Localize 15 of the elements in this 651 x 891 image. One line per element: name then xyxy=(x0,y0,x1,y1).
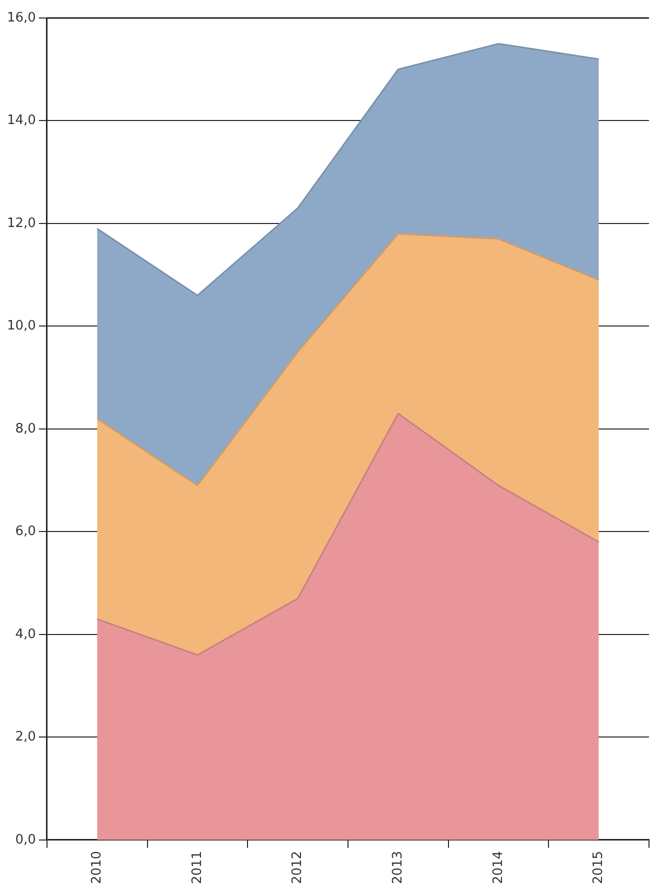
y-tick-label: 16,0 xyxy=(6,10,36,26)
y-tick-label: 4,0 xyxy=(15,626,36,642)
x-tick-label: 2015 xyxy=(591,850,606,884)
x-tick-label: 2013 xyxy=(390,850,406,884)
x-tick-label: 2010 xyxy=(89,850,104,884)
x-tick-label: 2014 xyxy=(490,850,506,884)
y-tick-label: 8,0 xyxy=(15,421,36,436)
x-tick-label: 2011 xyxy=(190,850,205,884)
x-tick-label: 2012 xyxy=(290,850,306,884)
y-tick-label: 12,0 xyxy=(6,216,36,231)
y-tick-label: 14,0 xyxy=(6,113,36,128)
y-tick-label: 10,0 xyxy=(6,318,36,334)
y-tick-label: 0,0 xyxy=(15,832,36,848)
y-tick-label: 6,0 xyxy=(15,524,36,540)
y-tick-label: 2,0 xyxy=(15,730,36,745)
